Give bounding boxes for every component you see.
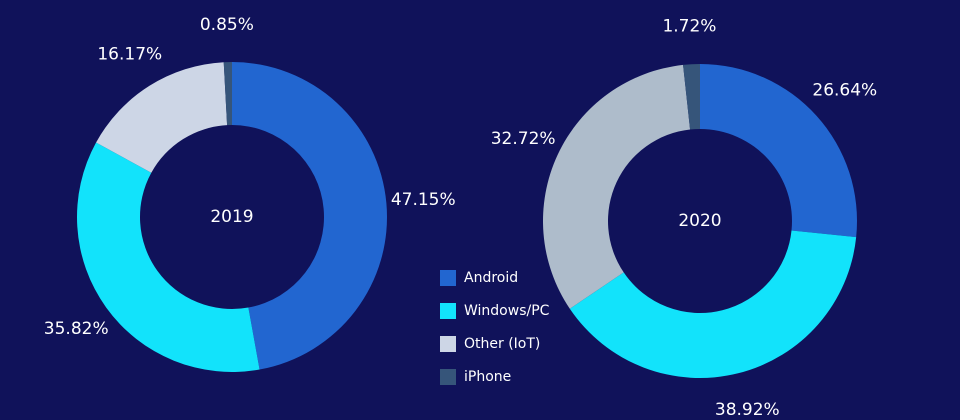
legend-swatch xyxy=(440,303,456,319)
donut-segment xyxy=(569,230,857,379)
legend-label: Android xyxy=(464,270,518,286)
value-label: 35.82% xyxy=(44,319,109,339)
donut-segment xyxy=(683,64,700,130)
legend-label: Other (IoT) xyxy=(464,336,540,352)
donut-segment xyxy=(223,62,232,126)
donut-segment xyxy=(77,142,260,372)
legend-label: iPhone xyxy=(464,369,511,385)
donut-segment xyxy=(232,62,387,370)
legend-swatch xyxy=(440,369,456,385)
value-label: 26.64% xyxy=(812,80,877,100)
legend-swatch xyxy=(440,270,456,286)
center-label: 2020 xyxy=(678,211,721,231)
value-label: 16.17% xyxy=(97,44,162,64)
donut-segment xyxy=(543,64,691,309)
value-label: 0.85% xyxy=(200,15,254,35)
donut-segment xyxy=(700,64,858,238)
legend-label: Windows/PC xyxy=(464,303,550,319)
center-label: 2019 xyxy=(210,207,253,227)
value-label: 1.72% xyxy=(662,16,716,36)
value-label: 38.92% xyxy=(715,400,780,420)
donut-segment xyxy=(96,62,228,173)
legend-swatch xyxy=(440,336,456,352)
value-label: 47.15% xyxy=(391,190,456,210)
value-label: 32.72% xyxy=(491,129,556,149)
